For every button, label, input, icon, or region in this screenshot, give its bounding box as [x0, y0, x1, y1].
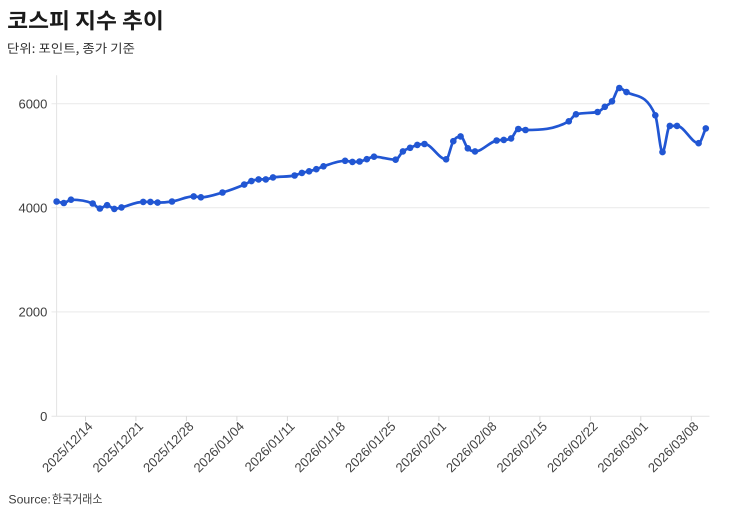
svg-text:Source:: Source:: [8, 493, 50, 507]
svg-text:2000: 2000: [18, 305, 47, 320]
svg-text:4000: 4000: [18, 200, 47, 215]
svg-text:0: 0: [40, 409, 47, 424]
svg-text:6000: 6000: [18, 96, 47, 111]
